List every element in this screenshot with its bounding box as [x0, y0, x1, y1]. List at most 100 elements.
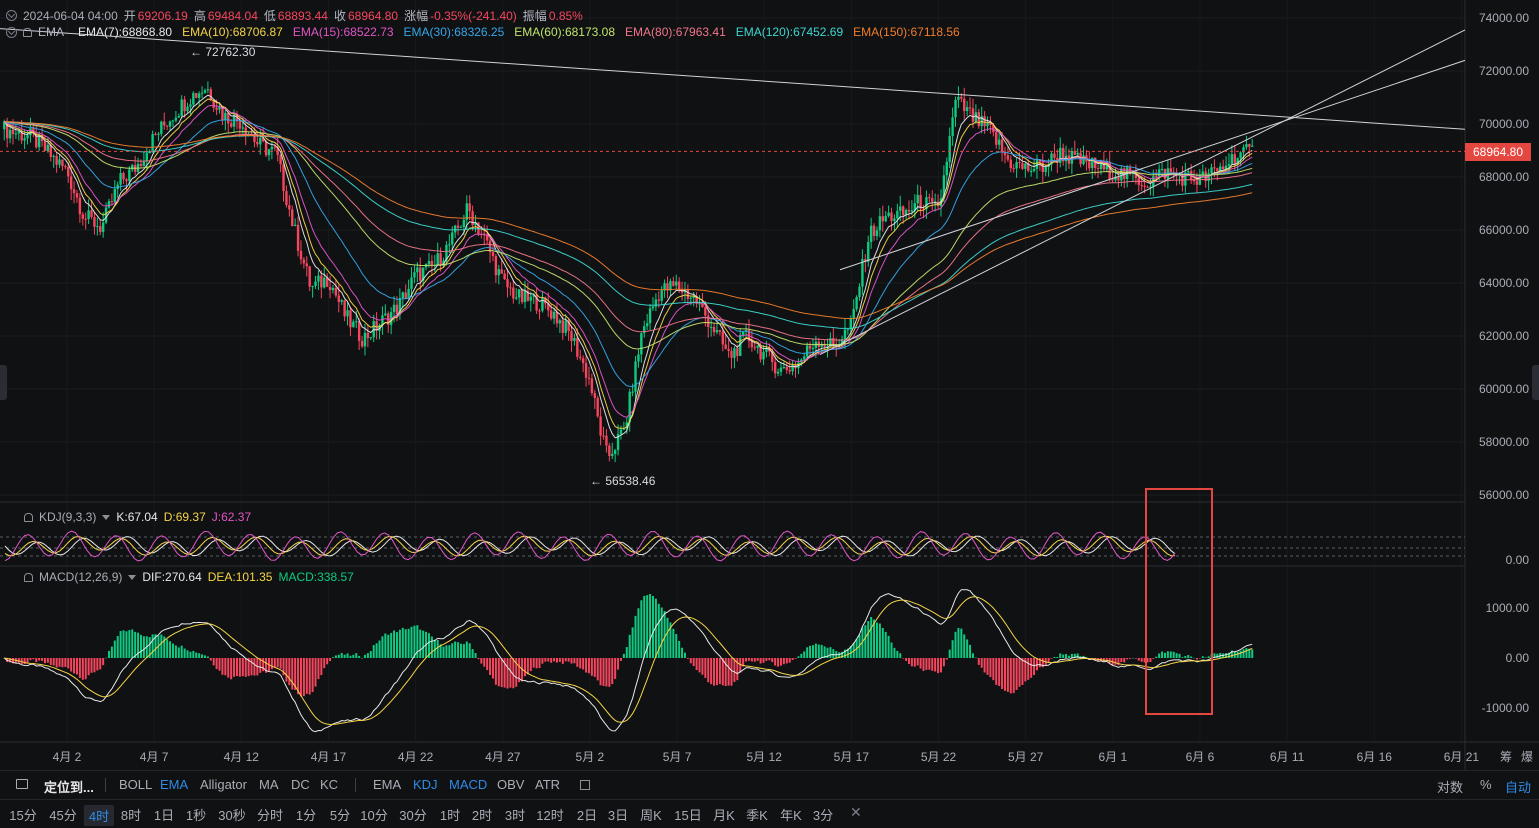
timeframe-18[interactable]: 周K — [640, 808, 662, 823]
timeframe-22[interactable]: 年K — [780, 808, 802, 823]
percent-scale-button[interactable]: % — [1480, 777, 1492, 792]
timeframe-13[interactable]: 2时 — [471, 808, 493, 823]
candle-body — [584, 363, 588, 378]
candle-body — [861, 259, 864, 287]
alert-bell-icon[interactable] — [24, 572, 33, 582]
indicator-boll[interactable]: BOLL — [119, 777, 153, 792]
locate-button[interactable]: 定位到... — [44, 780, 94, 795]
indicator-ma[interactable]: MA — [259, 777, 279, 792]
candle-body — [811, 348, 815, 350]
macd-bar — [381, 636, 384, 658]
macd-bar — [643, 595, 646, 658]
log-scale-button[interactable]: 对数 — [1437, 780, 1464, 795]
macd-bar — [390, 632, 393, 658]
timeframe-23[interactable]: 3分 — [812, 808, 834, 823]
ema-legend: EMA EMA(7):68868.80 EMA(10):68706.87 EMA(1… — [6, 25, 970, 39]
candle-body — [628, 391, 631, 423]
candle-body — [416, 267, 419, 273]
timeframe-0[interactable]: 15分 — [9, 808, 37, 823]
macd-bar — [384, 633, 387, 658]
timeframe-1[interactable]: 45分 — [49, 808, 77, 823]
sub-indicator-obv[interactable]: OBV — [497, 777, 525, 792]
macd-bar — [398, 629, 401, 658]
timeframe-10[interactable]: 10分 — [360, 808, 388, 823]
timeframe-21[interactable]: 季K — [746, 808, 768, 823]
candle-body — [1120, 168, 1123, 181]
candle-body — [142, 161, 146, 166]
right-collapse-handle[interactable] — [1532, 365, 1539, 400]
timeframe-5[interactable]: 1秒 — [185, 808, 207, 823]
chip-distribution-button[interactable]: 筹 — [1500, 750, 1513, 764]
current-price-tag: 68964.80 — [1465, 143, 1531, 161]
timeframe-8[interactable]: 1分 — [295, 808, 317, 823]
time-axis-label: 4月 7 — [139, 750, 169, 764]
time-axis-label: 6月 11 — [1269, 750, 1305, 764]
dif-line — [3, 589, 1253, 733]
indicator-alligator[interactable]: Alligator — [200, 777, 247, 792]
macd-bar — [910, 658, 913, 667]
timeframe-12[interactable]: 1时 — [439, 808, 461, 823]
candle-body — [1021, 162, 1024, 169]
high-value: 69484.04 — [207, 8, 258, 23]
candle-body — [340, 300, 343, 302]
candle-body — [5, 121, 9, 139]
chevron-down-icon[interactable] — [102, 514, 111, 520]
sub-indicator-kdj[interactable]: KDJ — [413, 777, 438, 792]
collapse-icon[interactable] — [6, 26, 17, 38]
alert-bell-icon[interactable] — [23, 27, 32, 37]
liquidation-button[interactable]: 爆 — [1521, 750, 1534, 764]
macd-bar — [907, 658, 910, 664]
indicator-dc[interactable]: DC — [291, 777, 310, 792]
candle-body — [625, 422, 628, 429]
chevron-down-icon[interactable] — [128, 574, 137, 580]
candle-body — [1149, 186, 1152, 188]
sub-indicator-atr[interactable]: ATR — [535, 777, 561, 792]
macd-bar — [701, 658, 704, 675]
timeframe-19[interactable]: 15日 — [674, 808, 702, 823]
timeframe-11[interactable]: 30分 — [399, 808, 427, 823]
timeframe-4[interactable]: 1日 — [153, 808, 175, 823]
edit-icon[interactable] — [580, 780, 590, 790]
collapse-icon[interactable] — [6, 10, 17, 21]
left-collapse-handle[interactable] — [0, 365, 7, 400]
candle-body — [948, 135, 951, 162]
indicator-ema[interactable]: EMA — [160, 777, 189, 792]
macd-bar — [11, 658, 14, 664]
candle-body — [1169, 168, 1172, 173]
macd-bar — [462, 644, 465, 658]
close-icon[interactable]: ✕ — [850, 804, 862, 820]
macd-bar — [547, 658, 550, 662]
locate-icon[interactable] — [16, 779, 28, 789]
timeframe-3[interactable]: 8时 — [120, 808, 142, 823]
macd-bar — [433, 639, 436, 658]
timeframe-15[interactable]: 12时 — [536, 808, 564, 823]
candle-body — [913, 203, 916, 211]
candle-body — [308, 266, 311, 287]
candle-body — [561, 320, 564, 333]
indicator-kc[interactable]: KC — [320, 777, 339, 792]
chart-canvas[interactable] — [0, 0, 1539, 770]
timeframe-17[interactable]: 3日 — [607, 808, 629, 823]
macd-bar — [843, 649, 846, 658]
candle-body — [1213, 167, 1216, 169]
timeframe-9[interactable]: 5分 — [329, 808, 351, 823]
sub-indicator-ema[interactable]: EMA — [373, 777, 402, 792]
macd-bar — [934, 658, 937, 672]
timeframe-16[interactable]: 2日 — [576, 808, 598, 823]
candle-body — [26, 135, 29, 139]
alert-bell-icon[interactable] — [24, 512, 33, 522]
timeframe-14[interactable]: 3时 — [504, 808, 526, 823]
auto-scale-button[interactable]: 自动 — [1505, 780, 1532, 795]
timeframe-7[interactable]: 分时 — [256, 808, 284, 823]
candle-body — [1061, 147, 1065, 162]
macd-name: MACD(12,26,9) — [39, 570, 123, 584]
overlay — [1145, 488, 1213, 715]
timeframe-20[interactable]: 月K — [713, 808, 735, 823]
timeframe-6[interactable]: 30秒 — [218, 808, 246, 823]
macd-bar — [800, 653, 803, 658]
macd-bar — [326, 658, 329, 665]
macd-bar — [58, 658, 61, 667]
macd-bar — [1056, 656, 1059, 658]
timeframe-2[interactable]: 4时 — [83, 805, 115, 826]
sub-indicator-macd[interactable]: MACD — [449, 777, 488, 792]
